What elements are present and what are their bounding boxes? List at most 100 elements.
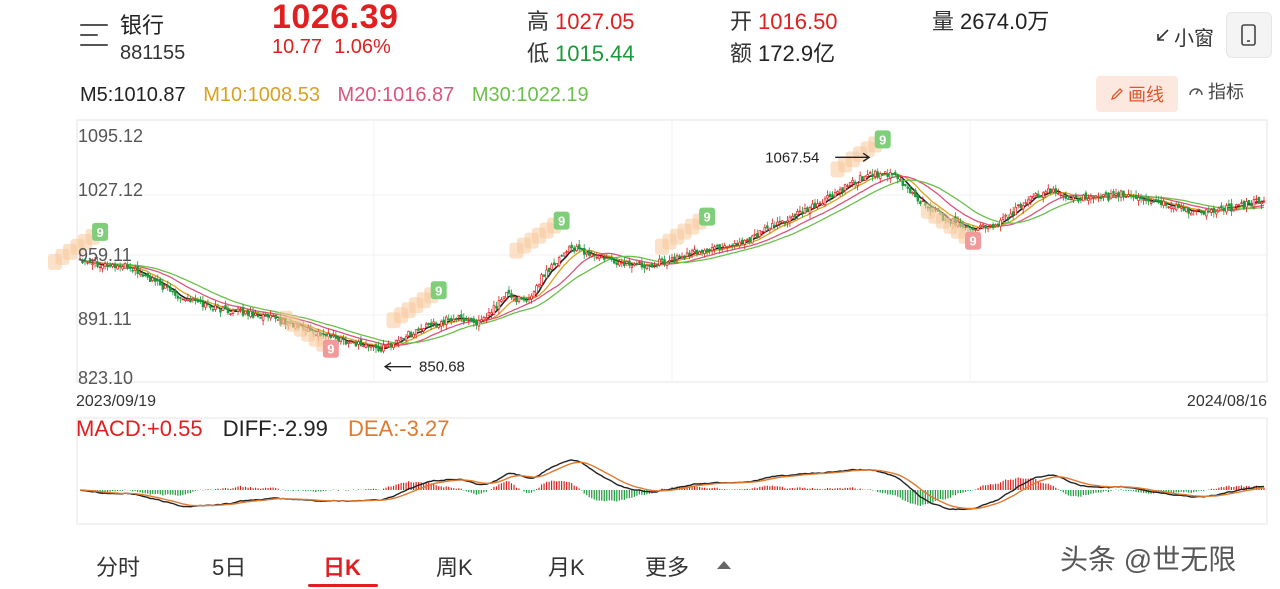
draw-line-button[interactable]: 画线: [1096, 76, 1178, 112]
candle-body: [86, 262, 89, 264]
candle-body: [407, 331, 410, 337]
candle-body: [979, 224, 982, 228]
candle-body: [1232, 206, 1236, 211]
candle-body: [620, 261, 624, 264]
caret-up-icon[interactable]: [717, 561, 731, 569]
candle-body: [334, 335, 338, 339]
candle-body: [394, 340, 398, 344]
candle-body: [387, 343, 390, 345]
td-nine-label: 9: [969, 234, 976, 249]
candle-body: [1024, 202, 1027, 204]
candle-body: [88, 259, 92, 264]
candle-body: [906, 186, 910, 189]
candle-body: [271, 315, 275, 318]
candle-body: [409, 331, 413, 337]
tab-weekly-k[interactable]: 周K: [436, 555, 473, 580]
candle-body: [557, 257, 561, 266]
candle-body: [231, 309, 235, 314]
indicator-button[interactable]: 指标: [1188, 78, 1244, 104]
candle-body: [1225, 205, 1228, 213]
candle-body: [515, 297, 518, 303]
tab-more[interactable]: 更多: [645, 555, 690, 580]
candle-body: [738, 241, 741, 246]
ma20-label: M20:1016.87: [337, 84, 455, 106]
candle-body: [1260, 202, 1263, 205]
candle-body: [161, 283, 165, 290]
candle-body: [1200, 210, 1203, 214]
tab-daily-k[interactable]: 日K: [323, 555, 361, 580]
menu-icon[interactable]: [80, 22, 108, 48]
candle-body: [392, 343, 395, 348]
candle-body: [746, 239, 749, 241]
candle-body: [986, 226, 990, 230]
candle-body: [904, 183, 907, 186]
candle-body: [700, 249, 704, 253]
candle-body: [1177, 203, 1180, 208]
candle-body: [452, 318, 455, 322]
candle-body: [126, 264, 129, 269]
high-label: 高: [527, 9, 550, 34]
candle-body: [209, 305, 212, 309]
candle-body: [512, 296, 516, 300]
shrink-arrow-icon: [1157, 28, 1169, 41]
candle-body: [1205, 209, 1208, 217]
candle-body: [984, 225, 987, 229]
candle-body: [1149, 201, 1153, 204]
candle-body: [663, 259, 666, 265]
candle-body: [352, 341, 355, 343]
candle-body: [1227, 203, 1231, 207]
candle-body: [858, 175, 862, 183]
candle-body: [128, 266, 132, 269]
tab-intraday[interactable]: 分时: [96, 555, 141, 580]
candle-body: [342, 338, 345, 341]
candle-body: [891, 172, 894, 175]
candle-body: [216, 306, 220, 309]
low-arrow: [383, 362, 412, 372]
candle-body: [1037, 193, 1040, 198]
candle-body: [1185, 207, 1188, 213]
dea-line: [79, 461, 1265, 510]
candle-body: [490, 312, 493, 315]
candle-body: [1001, 216, 1005, 220]
candle-body: [201, 300, 205, 308]
candle-body: [628, 260, 631, 266]
tab-5day[interactable]: 5日: [212, 555, 247, 580]
candle-body: [530, 295, 533, 300]
candle-body: [748, 237, 751, 243]
candle-body: [572, 247, 576, 252]
candle-body: [866, 174, 869, 177]
phone-button[interactable]: [1226, 12, 1272, 58]
candle-body: [101, 265, 104, 269]
mini-window-button[interactable]: 小窗: [1152, 22, 1214, 51]
candle-body: [1127, 194, 1130, 197]
candle-body: [766, 225, 769, 229]
candle-body: [806, 207, 809, 212]
candle-body: [994, 224, 997, 227]
candle-body: [1169, 206, 1173, 209]
candle-body: [98, 266, 102, 269]
candle-body: [735, 243, 739, 245]
candle-body: [743, 239, 746, 245]
candle-body: [236, 308, 240, 312]
candle-body: [477, 320, 481, 327]
candle-body: [1147, 198, 1150, 202]
stock-name: 银行: [120, 13, 165, 38]
candle-body: [427, 322, 430, 325]
candle-body: [919, 201, 922, 205]
candle-body: [143, 274, 147, 276]
tab-monthly-k[interactable]: 月K: [548, 555, 585, 580]
y-tick-label: 891.11: [78, 309, 132, 329]
candle-body: [113, 263, 117, 268]
candle-body: [204, 302, 207, 308]
candle-body: [974, 229, 977, 231]
candle-body: [123, 263, 127, 269]
x-end-label: 2024/08/16: [1187, 393, 1267, 410]
amount-value: 172.9亿: [758, 41, 836, 66]
candle-body: [593, 254, 596, 257]
candle-body: [505, 291, 508, 299]
candle-body: [801, 211, 804, 214]
td-nine-box: [92, 222, 109, 241]
td-count-box: [654, 238, 669, 255]
candle-body: [783, 221, 787, 225]
